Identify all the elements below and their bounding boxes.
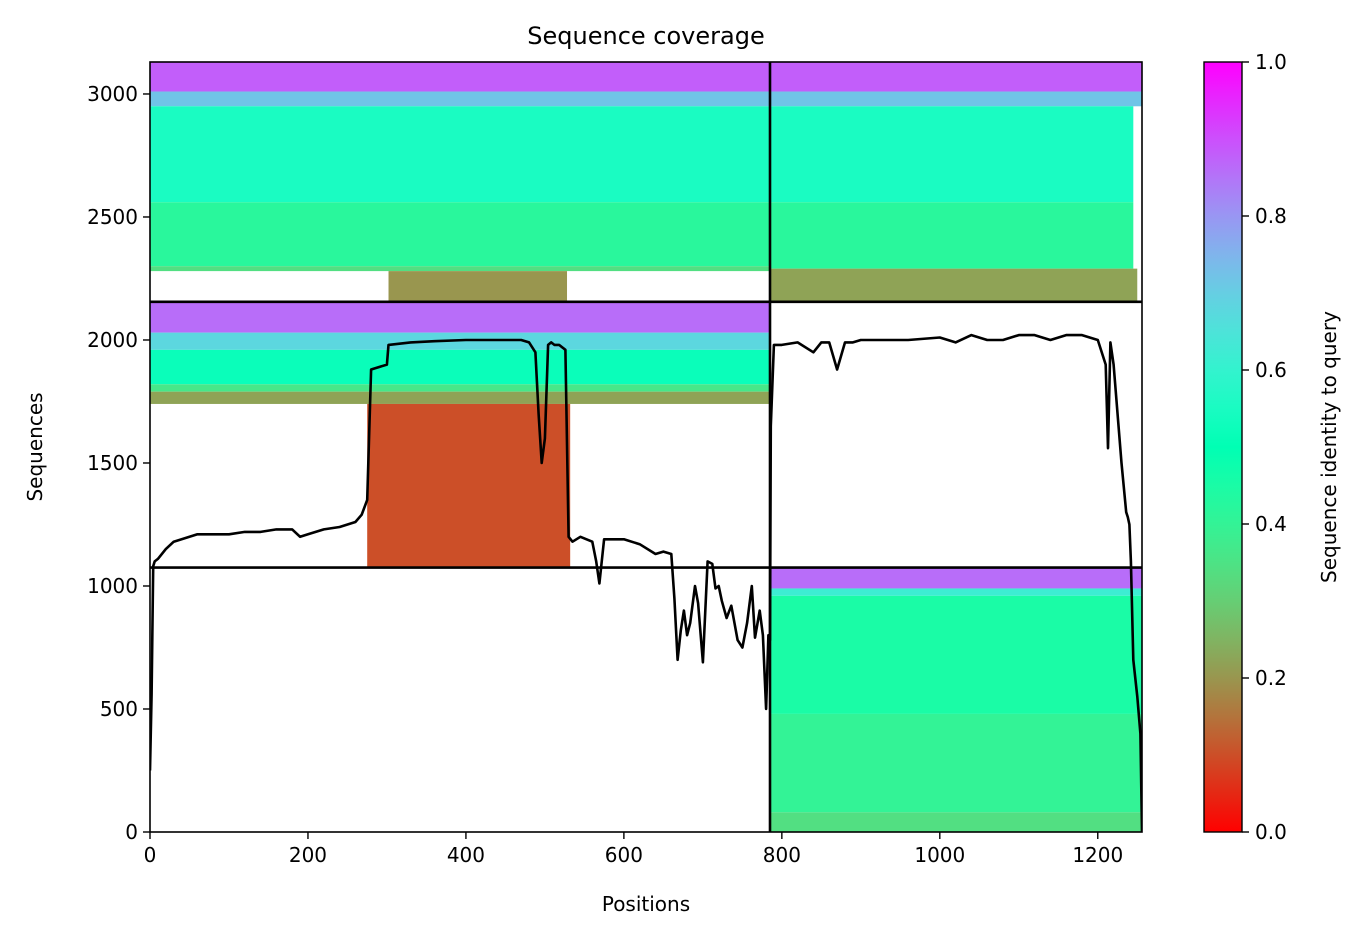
- coverage-band-3-4: [150, 384, 770, 392]
- coverage-block-2: [770, 62, 1142, 302]
- coverage-block-3: [150, 301, 770, 568]
- colorbar-tick-label: 0.6: [1255, 358, 1287, 382]
- y-tick-label: 1000: [87, 574, 138, 598]
- coverage-band-4-5: [770, 812, 1142, 832]
- coverage-heatmap: [150, 62, 1142, 832]
- coverage-band-2-1: [770, 62, 1142, 92]
- x-tick-label: 400: [447, 843, 485, 867]
- coverage-band-2-5: [770, 268, 1138, 302]
- coverage-band-1-2: [150, 91, 770, 107]
- coverage-band-3-5: [150, 391, 770, 404]
- y-tick-label: 2500: [87, 205, 138, 229]
- y-axis: 0 500 1000 1500 2000 2500 3000: [87, 82, 150, 844]
- colorbar: [1204, 62, 1242, 832]
- coverage-band-1-1: [150, 62, 770, 92]
- y-tick-label: 500: [100, 697, 138, 721]
- colorbar-frame: [1203, 61, 1243, 833]
- chart-title: Sequence coverage: [527, 22, 764, 50]
- coverage-band-3-3: [150, 349, 770, 385]
- coverage-block-4: [770, 567, 1142, 832]
- y-tick-label: 1500: [87, 451, 138, 475]
- y-tick-label: 3000: [87, 82, 138, 106]
- y-tick-label: 0: [125, 820, 138, 844]
- colorbar-tick-label: 0.4: [1255, 512, 1287, 536]
- coverage-band-1-5: [150, 266, 770, 272]
- x-tick-label: 1200: [1072, 843, 1123, 867]
- coverage-band-2-2: [770, 91, 1142, 107]
- y-axis-label: Sequences: [23, 392, 47, 501]
- coverage-band-4-2: [770, 588, 1142, 596]
- coverage-band-4-3: [770, 595, 1142, 714]
- colorbar-tick-label: 0.0: [1255, 820, 1287, 844]
- x-axis: 0 200 400 600 800 1000 1200: [144, 832, 1123, 867]
- x-tick-label: 0: [144, 843, 157, 867]
- plot-frame: [149, 61, 1143, 833]
- coverage-band-4-1: [770, 567, 1142, 589]
- coverage-band-2-3: [770, 106, 1134, 203]
- x-tick-label: 1000: [914, 843, 965, 867]
- colorbar-tick-label: 0.2: [1255, 666, 1287, 690]
- coverage-line: [150, 333, 1142, 832]
- coverage-band-1-4: [150, 202, 770, 267]
- colorbar-ticks: 0.0 0.2 0.4 0.6 0.8 1.0: [1242, 50, 1287, 844]
- coverage-band-1-6: [388, 271, 568, 302]
- x-tick-label: 200: [289, 843, 327, 867]
- coverage-block-1: [150, 62, 770, 302]
- colorbar-tick-label: 1.0: [1255, 50, 1287, 74]
- y-tick-label: 2000: [87, 328, 138, 352]
- coverage-band-3-6: [367, 403, 571, 568]
- coverage-band-4-4: [770, 713, 1142, 813]
- colorbar-label: Sequence identity to query: [1317, 311, 1341, 583]
- coverage-line-layer: [150, 333, 1142, 832]
- x-axis-label: Positions: [602, 892, 690, 916]
- coverage-band-1-3: [150, 106, 770, 203]
- colorbar-tick-label: 0.8: [1255, 204, 1287, 228]
- coverage-band-3-1: [150, 301, 770, 333]
- x-tick-label: 600: [605, 843, 643, 867]
- x-tick-label: 800: [763, 843, 801, 867]
- coverage-band-2-4: [770, 202, 1134, 269]
